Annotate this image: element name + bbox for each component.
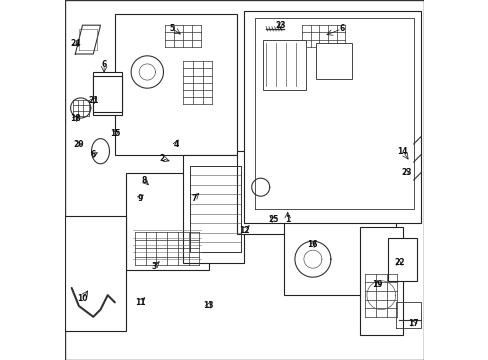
Bar [125, 173, 208, 270]
Text: 7: 7 [191, 194, 196, 202]
Text: 11: 11 [135, 298, 145, 307]
Bar [244, 11, 420, 223]
Text: 20: 20 [74, 140, 84, 149]
Bar [183, 155, 244, 263]
Text: 13: 13 [203, 302, 213, 310]
Bar [284, 202, 395, 295]
Text: 17: 17 [407, 320, 418, 328]
Text: 8: 8 [141, 176, 146, 185]
Bar [359, 227, 402, 335]
Bar [93, 76, 122, 112]
Text: 22: 22 [393, 258, 404, 267]
Bar [237, 151, 291, 234]
Text: 4: 4 [173, 140, 178, 149]
Text: 23: 23 [401, 168, 411, 177]
Text: 6: 6 [338, 24, 344, 33]
Text: 16: 16 [307, 240, 318, 249]
Text: 1: 1 [285, 215, 290, 224]
Text: 19: 19 [372, 280, 382, 289]
Bar [64, 216, 125, 331]
Text: 25: 25 [267, 215, 278, 224]
FancyBboxPatch shape [316, 43, 352, 79]
Text: 5: 5 [170, 24, 175, 33]
Text: 21: 21 [88, 96, 99, 105]
Bar [387, 238, 416, 281]
Text: 2: 2 [159, 154, 164, 163]
Bar [115, 14, 237, 155]
Text: 6: 6 [102, 60, 106, 69]
Text: 9: 9 [137, 194, 142, 202]
Text: 3: 3 [152, 262, 157, 271]
Text: 6: 6 [90, 150, 96, 159]
Text: 23: 23 [275, 21, 285, 30]
Text: 18: 18 [70, 114, 81, 123]
Text: 15: 15 [109, 129, 120, 138]
Text: 14: 14 [397, 147, 407, 156]
FancyBboxPatch shape [262, 40, 305, 90]
Text: 10: 10 [77, 294, 87, 303]
Text: 12: 12 [239, 226, 249, 235]
Bar [93, 72, 122, 115]
Text: 24: 24 [70, 39, 81, 48]
